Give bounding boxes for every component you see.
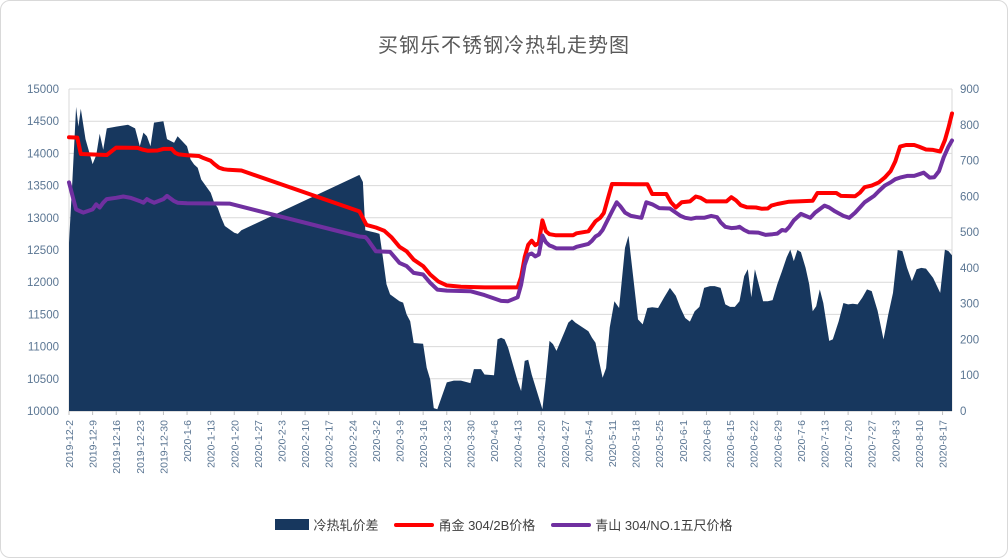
x-axis-label: 2020-1-6 (182, 420, 194, 462)
y-right-tick-label: 100 (960, 370, 979, 382)
area-series-spread (69, 106, 952, 412)
x-axis-label: 2020-3-16 (418, 420, 430, 468)
x-axis-label: 2020-8-3 (890, 420, 902, 462)
x-axis-label: 2020-3-9 (395, 420, 407, 462)
x-axis-label: 2020-8-17 (938, 420, 950, 468)
y-right-tick-label: 200 (960, 334, 979, 346)
red-line-swatch-icon (394, 522, 435, 527)
y-right-tick-label: 300 (960, 299, 979, 311)
x-axis-label: 2020-5-25 (654, 420, 666, 468)
legend: 冷热轧价差 甬金 304/2B价格 青山 304/NO.1五尺价格 (1, 515, 1007, 534)
y-left-tick-label: 14000 (27, 148, 59, 160)
x-axis-label: 2020-3-30 (465, 420, 477, 468)
y-left-tick-label: 12500 (27, 245, 59, 257)
x-axis-label: 2020-7-27 (867, 420, 879, 468)
x-axis-label: 2020-6-29 (772, 420, 784, 468)
x-axis-label: 2020-2-17 (324, 420, 336, 468)
line-series-yongjin (67, 111, 954, 290)
y-right-tick-label: 800 (960, 120, 979, 132)
x-axis-label: 2019-12-16 (111, 420, 123, 474)
legend-item-qingshan: 青山 304/NO.1五尺价格 (551, 515, 733, 534)
y-left-tick-label: 11500 (28, 309, 59, 321)
y-left-tick-label: 12000 (27, 277, 59, 289)
x-axis-label: 2020-2-10 (300, 420, 312, 468)
x-axis-label: 2020-7-6 (796, 420, 808, 462)
y-right-tick-label: 500 (960, 227, 979, 239)
x-axis-label: 2019-12-9 (88, 420, 100, 468)
legend-label-yongjin: 甬金 304/2B价格 (438, 518, 536, 533)
x-axis-label: 2020-5-11 (607, 420, 619, 467)
x-axis-label: 2020-1-27 (253, 420, 265, 468)
x-axis-label: 2020-5-4 (583, 420, 595, 462)
y-right-tick-label: 0 (960, 406, 966, 418)
y-left-tick-label: 10500 (27, 374, 59, 386)
x-axis-label: 2019-12-23 (135, 420, 147, 474)
x-axis-label: 2020-6-8 (701, 420, 713, 462)
x-axis-label: 2020-5-18 (631, 420, 643, 468)
line-series-qingshan (67, 138, 954, 304)
x-axis-label: 2020-4-13 (513, 420, 525, 468)
y-right-tick-label: 400 (960, 263, 979, 275)
x-axis-label: 2020-4-6 (489, 420, 501, 462)
y-right-tick-label: 900 (960, 84, 979, 96)
y-left-tick-label: 13000 (27, 213, 59, 225)
x-axis-label: 2020-2-3 (276, 420, 288, 462)
chart-title: 买钢乐不锈钢冷热轧走势图 (378, 35, 630, 57)
area-swatch-icon (275, 519, 310, 530)
purple-line-swatch-icon (551, 522, 592, 527)
y-left-tick-label: 15000 (27, 84, 59, 96)
x-axis-label: 2020-8-10 (914, 420, 926, 468)
y-left-tick-label: 10000 (27, 406, 59, 418)
x-axis-label: 2020-3-2 (371, 420, 383, 462)
x-axis-label: 2020-1-13 (206, 420, 218, 468)
y-right-tick-label: 700 (960, 156, 979, 168)
x-axis-label: 2020-7-13 (820, 420, 832, 468)
x-axis-label: 2020-2-24 (347, 420, 359, 468)
x-axis-label: 2020-6-1 (678, 420, 690, 462)
x-axis-label: 2019-12-2 (64, 420, 76, 468)
y-left-tick-label: 14500 (27, 116, 59, 128)
x-axis-label: 2020-4-27 (560, 420, 572, 468)
x-axis-label: 2020-7-20 (843, 420, 855, 468)
legend-item-spread: 冷热轧价差 (275, 515, 378, 534)
x-axis-label: 2019-12-30 (158, 420, 170, 474)
legend-item-yongjin: 甬金 304/2B价格 (394, 515, 535, 534)
x-axis-label: 2020-1-20 (229, 420, 241, 468)
x-axis-label: 2020-6-22 (749, 420, 761, 468)
y-left-tick-label: 11000 (28, 342, 59, 354)
x-axis-label: 2020-3-23 (442, 420, 454, 468)
y-right-tick-label: 600 (960, 191, 979, 203)
y-left-tick-label: 13500 (27, 181, 59, 193)
x-axis-label: 2020-4-20 (536, 420, 548, 468)
legend-label-qingshan: 青山 304/NO.1五尺价格 (595, 518, 733, 533)
x-axis-label: 2020-6-15 (725, 420, 737, 468)
legend-label-spread: 冷热轧价差 (313, 518, 379, 533)
